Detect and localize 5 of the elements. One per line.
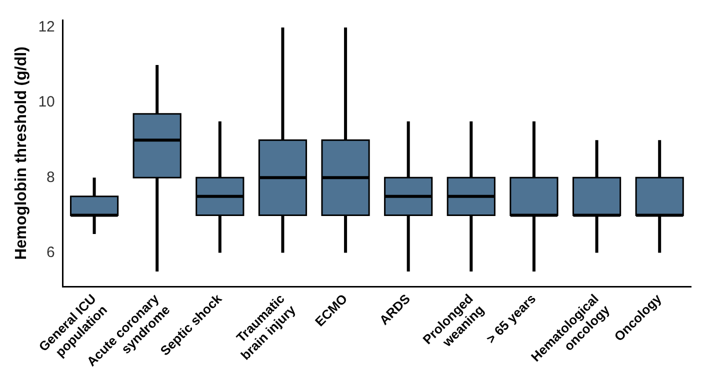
y-tick-label: 10 xyxy=(38,94,55,111)
y-tick-label: 12 xyxy=(38,18,55,36)
y-tick-label: 6 xyxy=(46,244,55,261)
y-tick-label: 8 xyxy=(46,168,55,186)
y-axis-title: Hemoglobin threshold (g/dl) xyxy=(13,46,30,260)
